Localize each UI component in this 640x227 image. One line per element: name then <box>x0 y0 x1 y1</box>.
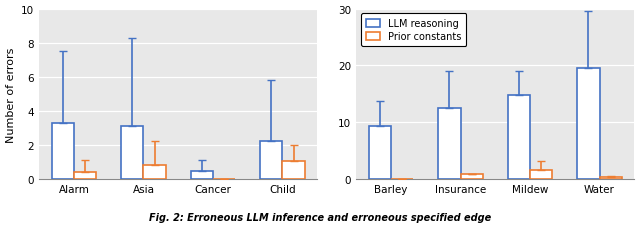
Bar <box>530 170 552 179</box>
Bar <box>143 165 166 179</box>
Bar <box>461 175 483 179</box>
Bar <box>600 177 622 179</box>
Bar <box>74 172 96 179</box>
Bar <box>369 127 391 179</box>
Text: Fig. 2: Erroneous LLM inference and erroneous specified edge: Fig. 2: Erroneous LLM inference and erro… <box>149 212 491 222</box>
Bar <box>191 171 213 179</box>
Bar <box>282 162 305 179</box>
Bar <box>508 96 530 179</box>
Y-axis label: Number of errors: Number of errors <box>6 47 15 142</box>
Bar <box>52 123 74 179</box>
Bar <box>438 109 461 179</box>
Bar <box>577 69 600 179</box>
Legend: LLM reasoning, Prior constants: LLM reasoning, Prior constants <box>361 14 467 47</box>
Bar <box>121 127 143 179</box>
Bar <box>260 141 282 179</box>
